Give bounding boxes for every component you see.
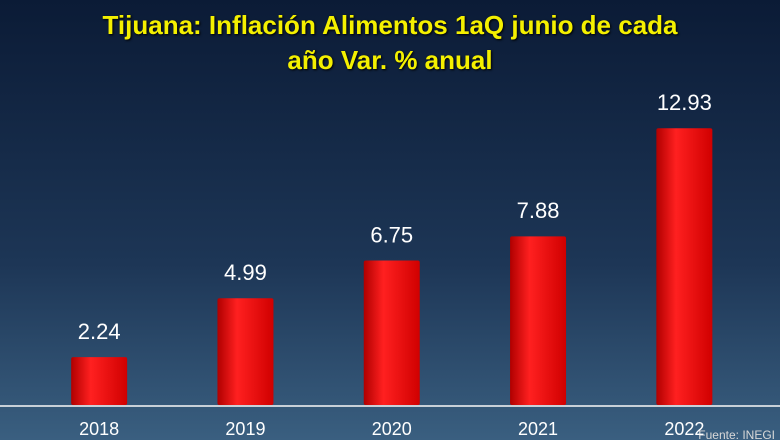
bar bbox=[363, 260, 420, 405]
bar bbox=[510, 236, 567, 405]
bar bbox=[217, 298, 274, 405]
value-label: 4.99 bbox=[224, 260, 267, 285]
value-label: 6.75 bbox=[370, 222, 413, 247]
bar bbox=[656, 128, 713, 405]
value-label: 12.93 bbox=[657, 90, 712, 115]
x-tick-label: 2018 bbox=[79, 419, 119, 439]
value-label: 7.88 bbox=[517, 198, 560, 223]
x-tick-label: 2021 bbox=[518, 419, 558, 439]
x-tick-label: 2020 bbox=[372, 419, 412, 439]
source: Fuente: INEGI bbox=[698, 428, 775, 440]
chart-title: Tijuana: Inflación Alimentos 1aQ junio d… bbox=[102, 10, 678, 75]
value-label: 2.24 bbox=[78, 319, 121, 344]
x-tick-label: 2019 bbox=[225, 419, 265, 439]
bar bbox=[71, 357, 128, 405]
x-tick-label: 2022 bbox=[664, 419, 704, 439]
